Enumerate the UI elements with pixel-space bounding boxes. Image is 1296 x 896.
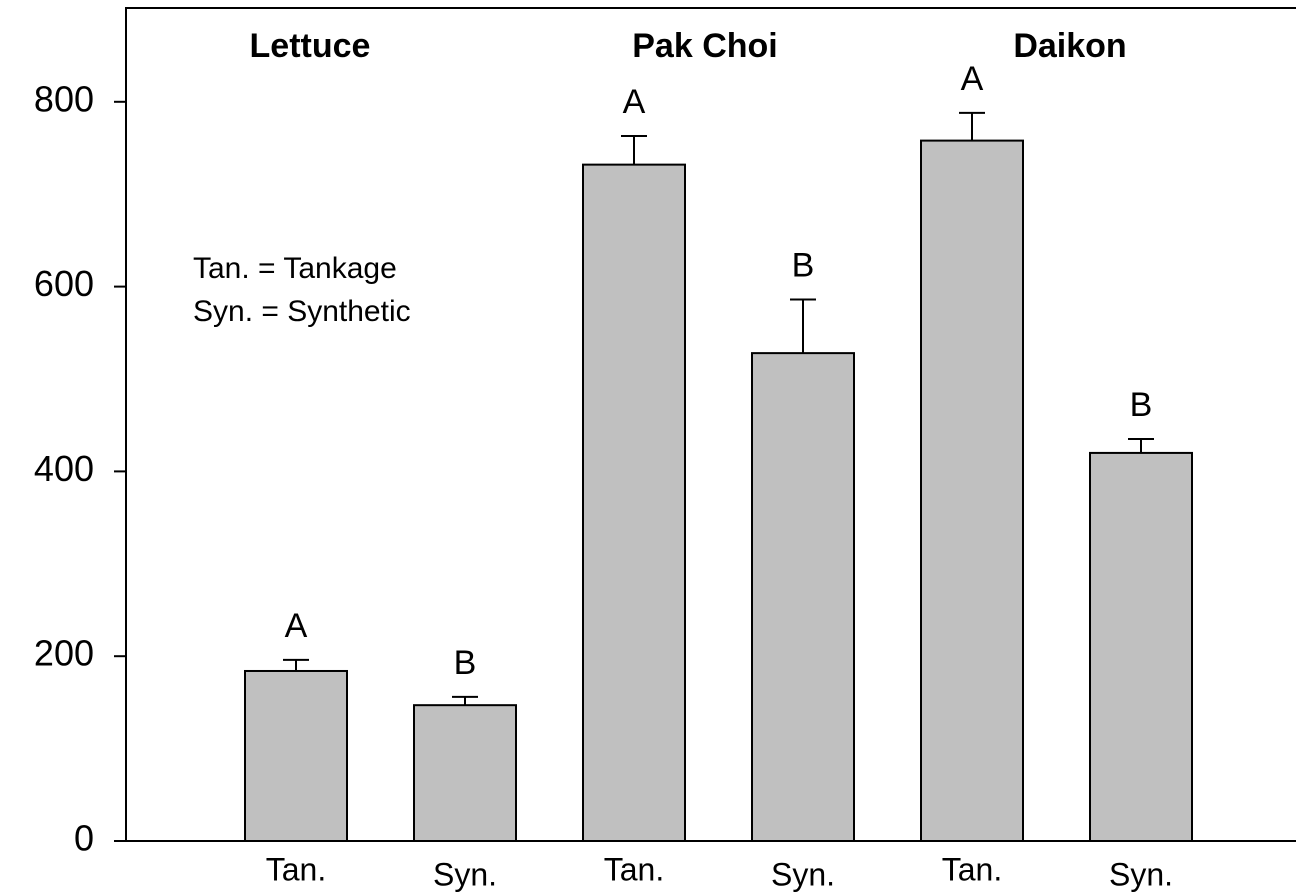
y-tick-label: 800 [34,78,94,119]
bar [920,139,1024,843]
y-tick-label: 400 [34,448,94,489]
significance-letter: B [454,644,477,682]
y-tick-label: 0 [74,818,94,859]
significance-letter: A [285,607,308,645]
group-label: Pak Choi [632,27,777,65]
group-label: Lettuce [250,27,371,65]
annotation: Tan. = Tankage [193,252,397,285]
annotation: Syn. = Synthetic [193,295,411,328]
x-tick-label: Tan. [604,851,664,887]
bar [582,163,686,842]
significance-letter: B [792,247,815,285]
x-tick-label: Syn. [433,856,497,892]
significance-letter: A [961,60,984,98]
bar [244,669,348,843]
significance-letter: B [1130,386,1153,424]
x-tick-label: Tan. [266,851,326,887]
group-label: Daikon [1013,27,1126,65]
significance-letter: A [623,83,646,121]
y-tick-label: 600 [34,263,94,304]
x-tick-label: Syn. [771,856,835,892]
x-tick-label: Syn. [1109,856,1173,892]
x-tick-label: Tan. [942,851,1002,887]
bar [751,352,855,842]
bar [1089,451,1193,842]
y-tick-label: 200 [34,633,94,674]
bar [413,704,517,842]
